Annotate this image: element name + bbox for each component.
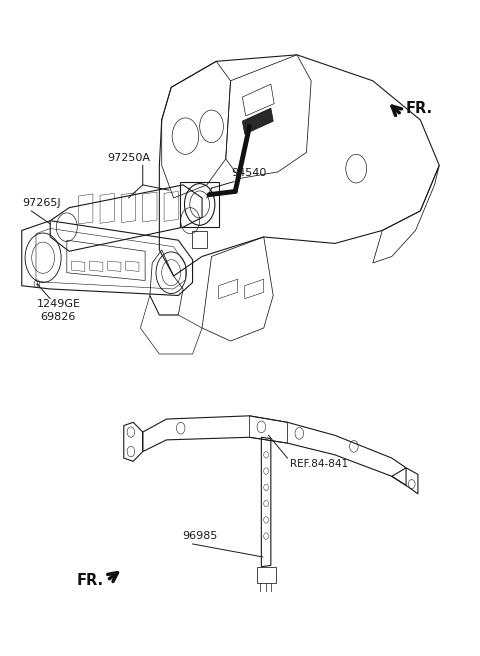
Text: 69826: 69826 [41,312,76,321]
Text: 94540: 94540 [231,169,267,178]
Text: FR.: FR. [76,573,104,588]
Bar [192,232,207,248]
Text: REF.84-841: REF.84-841 [290,459,348,470]
Text: 97265J: 97265J [22,197,60,208]
Text: 96985: 96985 [182,531,217,541]
Polygon shape [242,108,273,134]
Text: FR.: FR. [406,100,433,115]
Text: 97250A: 97250A [107,153,150,163]
Bar [257,567,276,583]
Text: 1249GE: 1249GE [37,298,81,309]
Bar [180,182,219,228]
